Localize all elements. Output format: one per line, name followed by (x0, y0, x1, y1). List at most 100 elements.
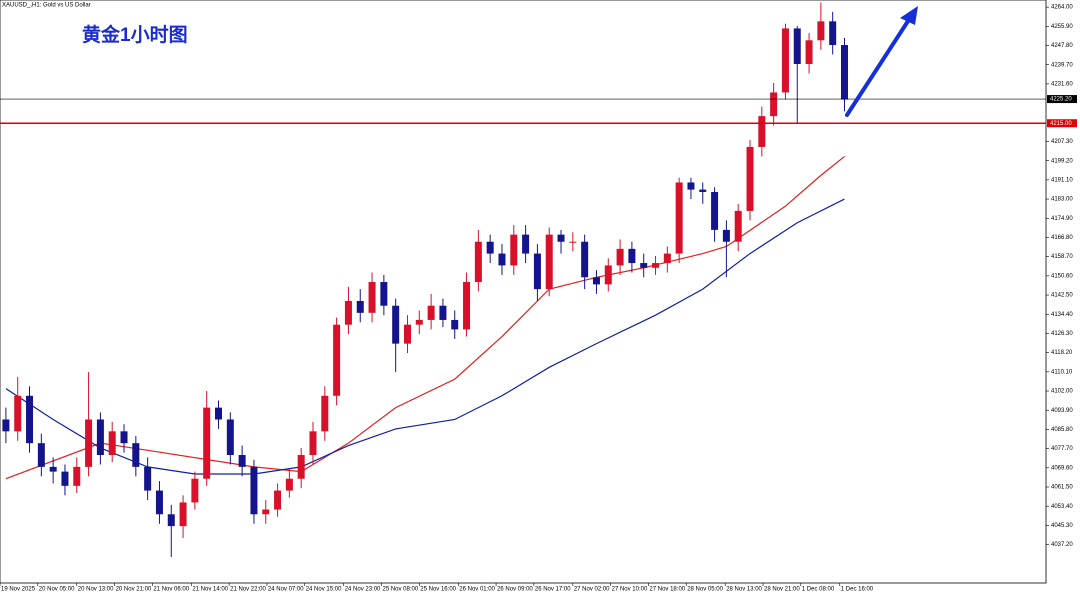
candle-body (238, 455, 246, 467)
candle-body (781, 28, 789, 93)
x-tick-label: 26 Nov 09:00 (497, 587, 533, 593)
candle-body (356, 300, 364, 313)
candle-body (628, 248, 636, 264)
candle-body (167, 514, 175, 527)
candle-body (285, 478, 293, 491)
y-tick-label: 4045.30 (1051, 523, 1073, 529)
candle-body (179, 502, 187, 527)
x-tick-label: 1 Dec 08:00 (802, 587, 835, 593)
candle-body (604, 265, 612, 285)
y-tick-label: 4118.20 (1051, 350, 1073, 356)
candle-body (557, 234, 565, 242)
candle-body (770, 92, 778, 117)
candle-body (829, 21, 837, 46)
candle-body (2, 419, 10, 432)
y-tick-label: 4158.70 (1051, 254, 1073, 260)
candle-body (14, 395, 22, 432)
trend-arrow (845, 6, 918, 117)
candle-body (403, 324, 411, 344)
x-tick-label: 24 Nov 23:00 (345, 587, 381, 593)
candle-body (108, 431, 116, 456)
candle-body (746, 146, 754, 211)
candle-body (616, 248, 624, 266)
candle-body (427, 305, 435, 320)
candle-body (734, 210, 742, 242)
y-tick-label: 4037.20 (1051, 542, 1073, 548)
candle-body (61, 471, 69, 486)
y-tick-label: 4199.20 (1051, 158, 1073, 164)
candle-body (415, 319, 423, 325)
candle-body (120, 431, 128, 444)
plot-frame (0, 0, 1047, 584)
candle-body (663, 253, 671, 264)
y-tick-label: 4102.00 (1051, 389, 1073, 395)
candle-body (26, 395, 34, 444)
candle-body (711, 191, 719, 230)
candle-body (203, 407, 211, 479)
y-tick-label: 4239.70 (1051, 62, 1073, 68)
candle-body (73, 466, 81, 486)
y-tick-label: 4053.40 (1051, 504, 1073, 510)
x-tick-label: 27 Nov 18:00 (649, 587, 685, 593)
candle-body (722, 229, 730, 242)
candle-body (675, 182, 683, 254)
candle-body (380, 282, 388, 306)
y-tick-label: 4069.60 (1051, 465, 1073, 471)
price-label: 4215.00 (1050, 121, 1072, 127)
y-tick-label: 4093.90 (1051, 408, 1073, 414)
chart-title: 黄金1小时图 (82, 23, 188, 46)
y-tick-label: 4166.80 (1051, 235, 1073, 241)
candle-body (569, 241, 577, 243)
candle-body (592, 277, 600, 285)
y-tick-label: 4150.60 (1051, 273, 1073, 279)
moving-average (5, 155, 845, 480)
y-tick-label: 4231.60 (1051, 81, 1073, 87)
candle-body (640, 263, 648, 268)
x-tick-label: 28 Nov 21:00 (764, 587, 800, 593)
x-tick-label: 24 Nov 07:00 (268, 587, 304, 593)
y-tick-label: 4142.50 (1051, 293, 1073, 299)
y-tick-label: 4134.40 (1051, 312, 1073, 318)
x-tick-label: 28 Nov 05:00 (687, 587, 723, 593)
x-tick-label: 1 Dec 16:00 (841, 587, 874, 593)
y-tick-label: 4061.50 (1051, 485, 1073, 491)
x-tick-label: 27 Nov 10:00 (612, 587, 648, 593)
candle-body (581, 241, 589, 278)
candle-body (439, 305, 447, 320)
candle-body (368, 282, 376, 313)
x-tick-label: 19 Nov 2025 (1, 587, 36, 593)
candle-body (333, 324, 341, 396)
candle-body (545, 234, 553, 290)
candle-body (297, 455, 305, 479)
candle-body (144, 466, 152, 491)
candle-body (510, 234, 518, 266)
candle-body (793, 28, 801, 64)
x-tick-label: 20 Nov 13:00 (78, 587, 114, 593)
x-tick-label: 20 Nov 21:00 (116, 587, 152, 593)
candle-body (805, 40, 813, 64)
x-tick-label: 21 Nov 06:00 (153, 587, 189, 593)
candle-body (758, 116, 766, 147)
y-tick-label: 4077.70 (1051, 446, 1073, 452)
candle-body (49, 466, 57, 472)
price-label-box (1047, 95, 1077, 104)
x-tick-label: 26 Nov 17:00 (535, 587, 571, 593)
candle-body (85, 419, 93, 467)
candle-body (274, 490, 282, 510)
candle-body (652, 263, 660, 268)
moving-average (5, 198, 845, 475)
candle-body (474, 241, 482, 283)
candle-body (533, 253, 541, 290)
candle-body (817, 21, 825, 41)
y-tick-label: 4264.00 (1051, 5, 1073, 11)
x-tick-label: 25 Nov 08:00 (383, 587, 419, 593)
candle-body (463, 282, 471, 330)
candle-body (451, 319, 459, 330)
candle-body (699, 189, 707, 192)
candle-body (262, 509, 270, 515)
x-tick-label: 25 Nov 16:00 (420, 587, 456, 593)
candle-body (191, 478, 199, 503)
y-tick-label: 4183.00 (1051, 197, 1073, 203)
candle-body (841, 45, 849, 100)
